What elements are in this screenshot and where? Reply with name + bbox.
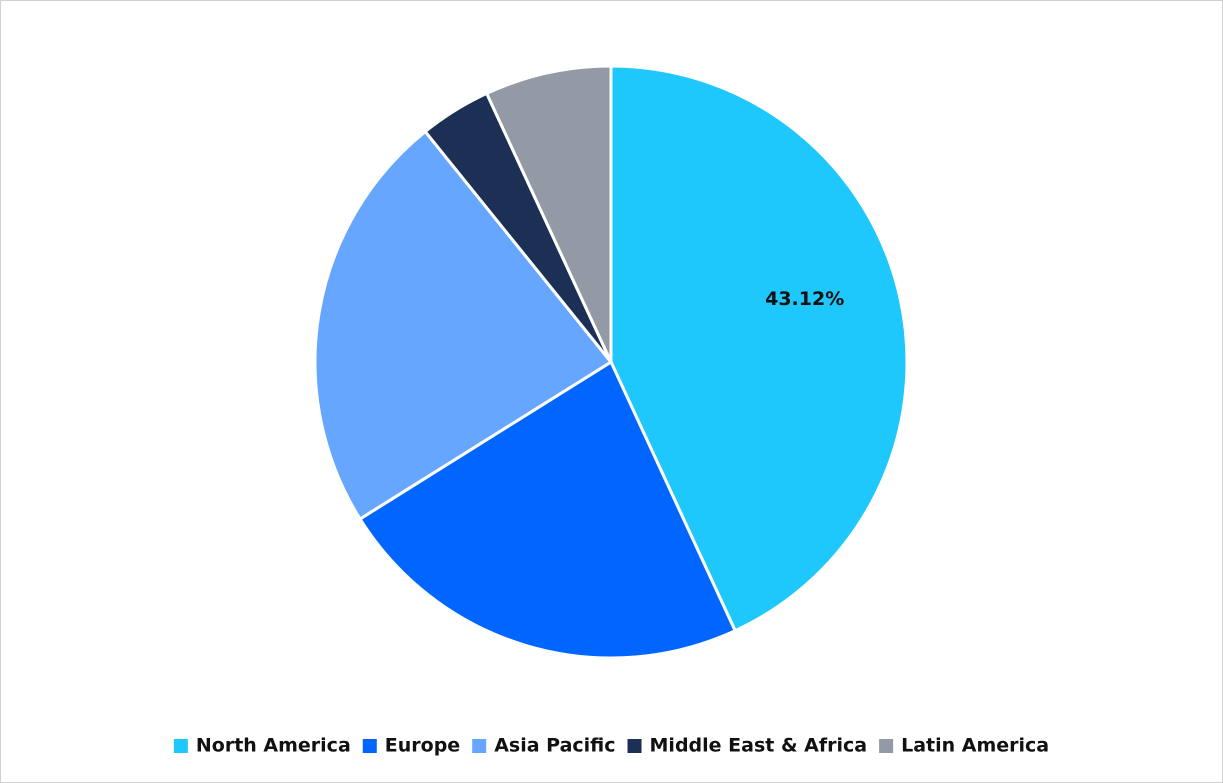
- pie: 43.12%: [313, 64, 909, 660]
- legend-label: Latin America: [901, 735, 1049, 757]
- pie-slice: [609, 64, 909, 633]
- legend-swatch: [472, 739, 487, 753]
- legend-label: Europe: [385, 735, 460, 757]
- legend-swatch: [627, 739, 642, 753]
- legend-swatch: [362, 739, 377, 753]
- pie-slice: [484, 64, 613, 363]
- data-label: 43.12%: [765, 288, 844, 310]
- legend: North America Europe Asia Pacific Middle Ea…: [173, 735, 1049, 757]
- legend-label: Asia Pacific: [494, 735, 615, 757]
- legend-swatch: [173, 739, 188, 753]
- legend-label: Middle East & Africa: [650, 735, 868, 757]
- legend-swatch: [879, 739, 894, 753]
- pie-slice: [313, 129, 614, 521]
- pie-slice: [357, 359, 738, 660]
- legend-label: North America: [196, 735, 351, 757]
